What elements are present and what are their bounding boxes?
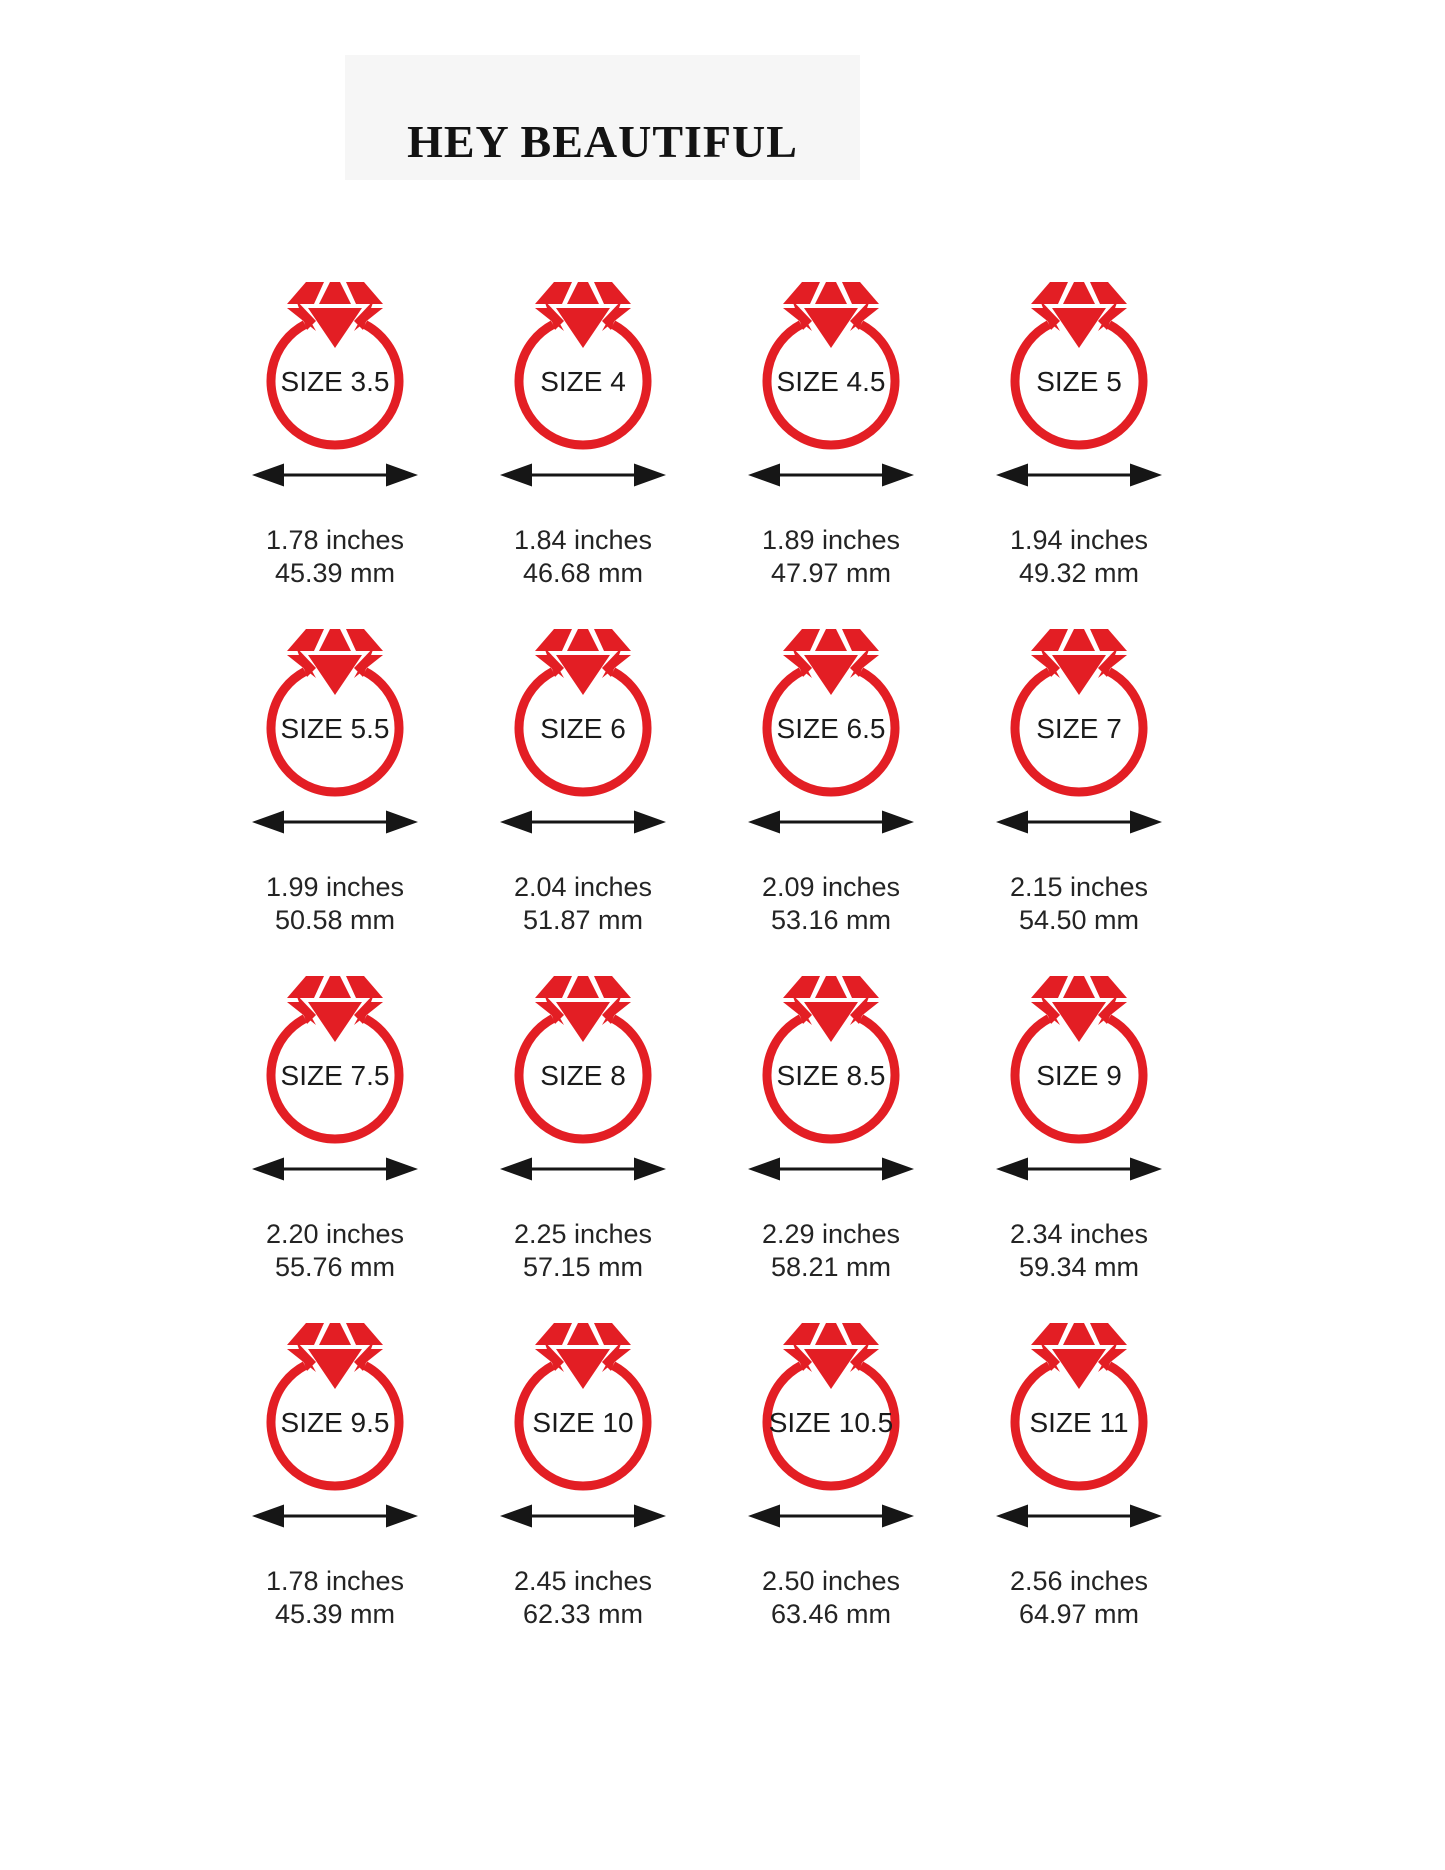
- diamond-ring-icon: SIZE 6.5: [756, 621, 906, 801]
- ring-size-label: SIZE 6: [540, 713, 626, 744]
- diamond-ring-icon: SIZE 9.5: [260, 1315, 410, 1495]
- ring-size-label: SIZE 6.5: [777, 713, 886, 744]
- ring-size-grid: SIZE 3.5 1.78 inches 45.39 mm SIZE 4 1.8…: [211, 274, 1203, 1662]
- diameter-arrow-icon: [746, 462, 916, 488]
- diamond-ring-icon: SIZE 4: [508, 274, 658, 454]
- ring-size-label: SIZE 8.5: [777, 1060, 886, 1091]
- ring-size-card: SIZE 7 2.15 inches 54.50 mm: [955, 621, 1203, 968]
- diameter-arrow-icon: [746, 1156, 916, 1182]
- diameter-inches: 1.78 inches: [265, 1566, 405, 1596]
- ring-size-label: SIZE 5: [1036, 366, 1122, 397]
- ring-size-label: SIZE 10.5: [769, 1407, 894, 1438]
- diameter-arrow-icon: [994, 462, 1164, 488]
- ring-size-card: SIZE 4 1.84 inches 46.68 mm: [459, 274, 707, 621]
- diameter-arrow-icon: [994, 1503, 1164, 1529]
- diameter-mm: 64.97 mm: [1018, 1599, 1140, 1629]
- diameter-mm: 57.15 mm: [522, 1252, 644, 1282]
- diameter-inches: 2.04 inches: [513, 872, 653, 902]
- ring-size-label: SIZE 10: [532, 1407, 633, 1438]
- diameter-inches: 1.78 inches: [265, 525, 405, 555]
- diameter-inches: 2.20 inches: [265, 1219, 405, 1249]
- diameter-mm: 51.87 mm: [522, 905, 644, 935]
- diameter-mm: 45.39 mm: [274, 1599, 396, 1629]
- ring-size-label: SIZE 7: [1036, 713, 1122, 744]
- diameter-inches: 2.56 inches: [1009, 1566, 1149, 1596]
- diamond-ring-icon: SIZE 9: [1004, 968, 1154, 1148]
- diameter-mm: 58.21 mm: [770, 1252, 892, 1282]
- diameter-arrow-icon: [498, 1156, 668, 1182]
- ring-size-label: SIZE 7.5: [281, 1060, 390, 1091]
- diameter-arrow-icon: [994, 809, 1164, 835]
- ring-size-card: SIZE 8.5 2.29 inches 58.21 mm: [707, 968, 955, 1315]
- diamond-ring-icon: SIZE 4.5: [756, 274, 906, 454]
- diameter-mm: 63.46 mm: [770, 1599, 892, 1629]
- diameter-inches: 2.45 inches: [513, 1566, 653, 1596]
- diameter-mm: 59.34 mm: [1018, 1252, 1140, 1282]
- diameter-mm: 47.97 mm: [770, 558, 892, 588]
- diameter-mm: 50.58 mm: [274, 905, 396, 935]
- diamond-ring-icon: SIZE 7.5: [260, 968, 410, 1148]
- ring-size-label: SIZE 5.5: [281, 713, 390, 744]
- diameter-arrow-icon: [250, 809, 420, 835]
- ring-size-card: SIZE 6.5 2.09 inches 53.16 mm: [707, 621, 955, 968]
- diameter-arrow-icon: [746, 1503, 916, 1529]
- ring-size-card: SIZE 10.5 2.50 inches 63.46 mm: [707, 1315, 955, 1662]
- ring-size-card: SIZE 10 2.45 inches 62.33 mm: [459, 1315, 707, 1662]
- diameter-inches: 2.34 inches: [1009, 1219, 1149, 1249]
- ring-size-card: SIZE 9.5 1.78 inches 45.39 mm: [211, 1315, 459, 1662]
- diameter-arrow-icon: [498, 809, 668, 835]
- ring-size-card: SIZE 5.5 1.99 inches 50.58 mm: [211, 621, 459, 968]
- ring-size-card: SIZE 4.5 1.89 inches 47.97 mm: [707, 274, 955, 621]
- diameter-inches: 2.15 inches: [1009, 872, 1149, 902]
- diameter-arrow-icon: [498, 462, 668, 488]
- page-title: HEY BEAUTIFUL: [407, 116, 798, 167]
- diameter-arrow-icon: [994, 1156, 1164, 1182]
- diamond-ring-icon: SIZE 8: [508, 968, 658, 1148]
- ring-size-label: SIZE 3.5: [281, 366, 390, 397]
- diameter-inches: 1.84 inches: [513, 525, 653, 555]
- diameter-arrow-icon: [250, 1156, 420, 1182]
- ring-size-card: SIZE 3.5 1.78 inches 45.39 mm: [211, 274, 459, 621]
- diameter-inches: 2.50 inches: [761, 1566, 901, 1596]
- diamond-ring-icon: SIZE 7: [1004, 621, 1154, 801]
- ring-size-card: SIZE 9 2.34 inches 59.34 mm: [955, 968, 1203, 1315]
- diamond-ring-icon: SIZE 11: [1004, 1315, 1154, 1495]
- diamond-ring-icon: SIZE 3.5: [260, 274, 410, 454]
- diameter-inches: 1.94 inches: [1009, 525, 1149, 555]
- diameter-mm: 62.33 mm: [522, 1599, 644, 1629]
- diameter-inches: 1.99 inches: [265, 872, 405, 902]
- ring-size-label: SIZE 9: [1036, 1060, 1122, 1091]
- diameter-inches: 2.09 inches: [761, 872, 901, 902]
- ring-size-card: SIZE 6 2.04 inches 51.87 mm: [459, 621, 707, 968]
- diameter-mm: 55.76 mm: [274, 1252, 396, 1282]
- diamond-ring-icon: SIZE 10: [508, 1315, 658, 1495]
- ring-size-label: SIZE 9.5: [281, 1407, 390, 1438]
- diameter-mm: 46.68 mm: [522, 558, 644, 588]
- diamond-ring-icon: SIZE 8.5: [756, 968, 906, 1148]
- ring-size-label: SIZE 11: [1029, 1407, 1128, 1438]
- diamond-ring-icon: SIZE 5: [1004, 274, 1154, 454]
- diameter-arrow-icon: [250, 462, 420, 488]
- ring-size-card: SIZE 7.5 2.20 inches 55.76 mm: [211, 968, 459, 1315]
- diameter-arrow-icon: [498, 1503, 668, 1529]
- ring-size-label: SIZE 4: [540, 366, 626, 397]
- diameter-inches: 2.29 inches: [761, 1219, 901, 1249]
- diameter-arrow-icon: [250, 1503, 420, 1529]
- ring-size-card: SIZE 11 2.56 inches 64.97 mm: [955, 1315, 1203, 1662]
- ring-size-label: SIZE 8: [540, 1060, 626, 1091]
- diamond-ring-icon: SIZE 5.5: [260, 621, 410, 801]
- diamond-ring-icon: SIZE 6: [508, 621, 658, 801]
- diameter-inches: 2.25 inches: [513, 1219, 653, 1249]
- diameter-arrow-icon: [746, 809, 916, 835]
- diameter-mm: 45.39 mm: [274, 558, 396, 588]
- diameter-mm: 54.50 mm: [1018, 905, 1140, 935]
- ring-size-card: SIZE 8 2.25 inches 57.15 mm: [459, 968, 707, 1315]
- title-highlight-block: HEY BEAUTIFUL: [345, 55, 860, 180]
- diameter-mm: 49.32 mm: [1018, 558, 1140, 588]
- diameter-inches: 1.89 inches: [761, 525, 901, 555]
- ring-size-label: SIZE 4.5: [777, 366, 886, 397]
- diameter-mm: 53.16 mm: [770, 905, 892, 935]
- ring-size-card: SIZE 5 1.94 inches 49.32 mm: [955, 274, 1203, 621]
- diamond-ring-icon: SIZE 10.5: [756, 1315, 906, 1495]
